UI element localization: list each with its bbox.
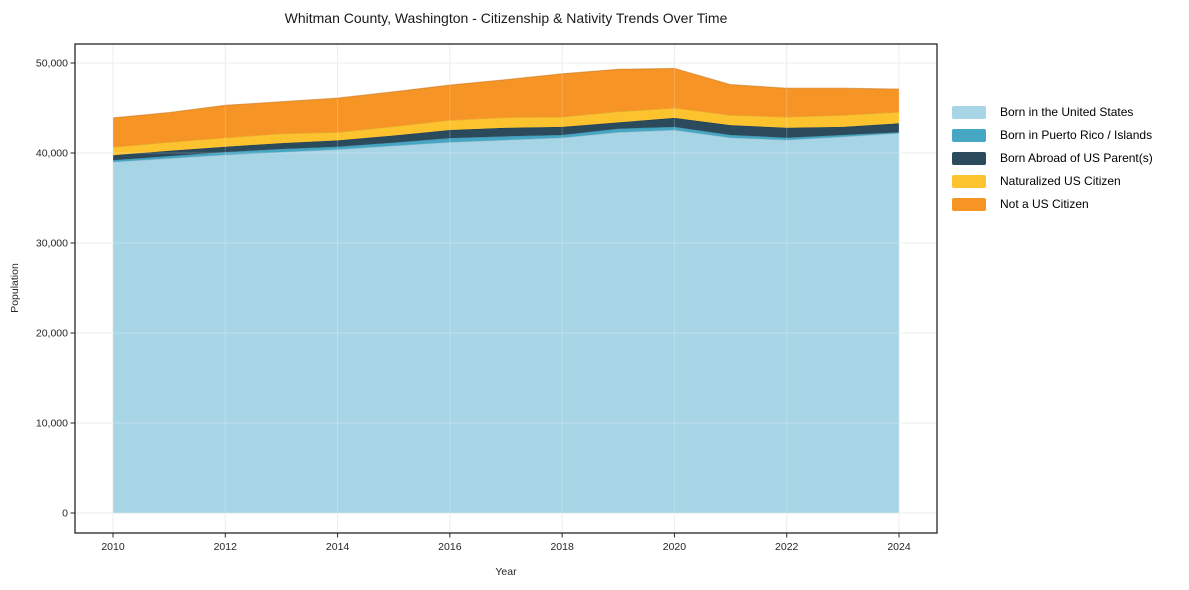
- legend-swatch-icon: [952, 175, 986, 188]
- legend-label: Born in Puerto Rico / Islands: [1000, 128, 1153, 142]
- legend-item-not-a-us-citizen: Not a US Citizen: [952, 198, 1153, 211]
- y-tick-label: 20,000: [36, 328, 68, 340]
- legend-label: Not a US Citizen: [1000, 197, 1089, 211]
- legend-label: Born Abroad of US Parent(s): [1000, 151, 1153, 165]
- legend-item-born-in-the-united-states: Born in the United States: [952, 106, 1153, 119]
- legend-swatch-icon: [952, 152, 986, 165]
- x-tick-label: 2020: [663, 541, 687, 553]
- legend-item-born-abroad-of-us-parent-s: Born Abroad of US Parent(s): [952, 152, 1153, 165]
- legend-swatch-icon: [952, 129, 986, 142]
- y-axis-label: Population: [9, 263, 21, 313]
- legend-label: Born in the United States: [1000, 105, 1134, 119]
- area-naturalized-us-citizen: [113, 108, 899, 156]
- x-tick-label: 2016: [438, 541, 462, 553]
- legend-label: Naturalized US Citizen: [1000, 174, 1121, 188]
- legend-item-born-in-puerto-rico-islands: Born in Puerto Rico / Islands: [952, 129, 1153, 142]
- y-tick-label: 10,000: [36, 418, 68, 430]
- x-tick-label: 2014: [326, 541, 350, 553]
- area-born-abroad-of-us-parent-s: [113, 117, 899, 161]
- area-not-a-us-citizen: [113, 68, 899, 148]
- y-tick-label: 0: [62, 508, 68, 520]
- x-tick-label: 2018: [550, 541, 574, 553]
- legend-swatch-icon: [952, 106, 986, 119]
- y-tick-label: 30,000: [36, 238, 68, 250]
- y-tick-label: 50,000: [36, 58, 68, 70]
- y-tick-label: 40,000: [36, 148, 68, 160]
- chart-title: Whitman County, Washington - Citizenship…: [284, 10, 728, 26]
- area-edge-not-a-us-citizen: [112, 67, 900, 119]
- x-tick-label: 2024: [887, 541, 911, 553]
- x-axis-label: Year: [495, 566, 517, 578]
- x-tick-label: 2010: [101, 541, 125, 553]
- area-born-in-the-united-states: [113, 130, 899, 514]
- legend-swatch-icon: [952, 198, 986, 211]
- plot-frame: [74, 43, 938, 534]
- legend: Born in the United States Born in Puerto …: [952, 106, 1153, 211]
- gridlines-overlay: [75, 44, 937, 533]
- legend-item-naturalized-us-citizen: Naturalized US Citizen: [952, 175, 1153, 188]
- x-tick-label: 2022: [775, 541, 799, 553]
- x-tick-label: 2012: [214, 541, 238, 553]
